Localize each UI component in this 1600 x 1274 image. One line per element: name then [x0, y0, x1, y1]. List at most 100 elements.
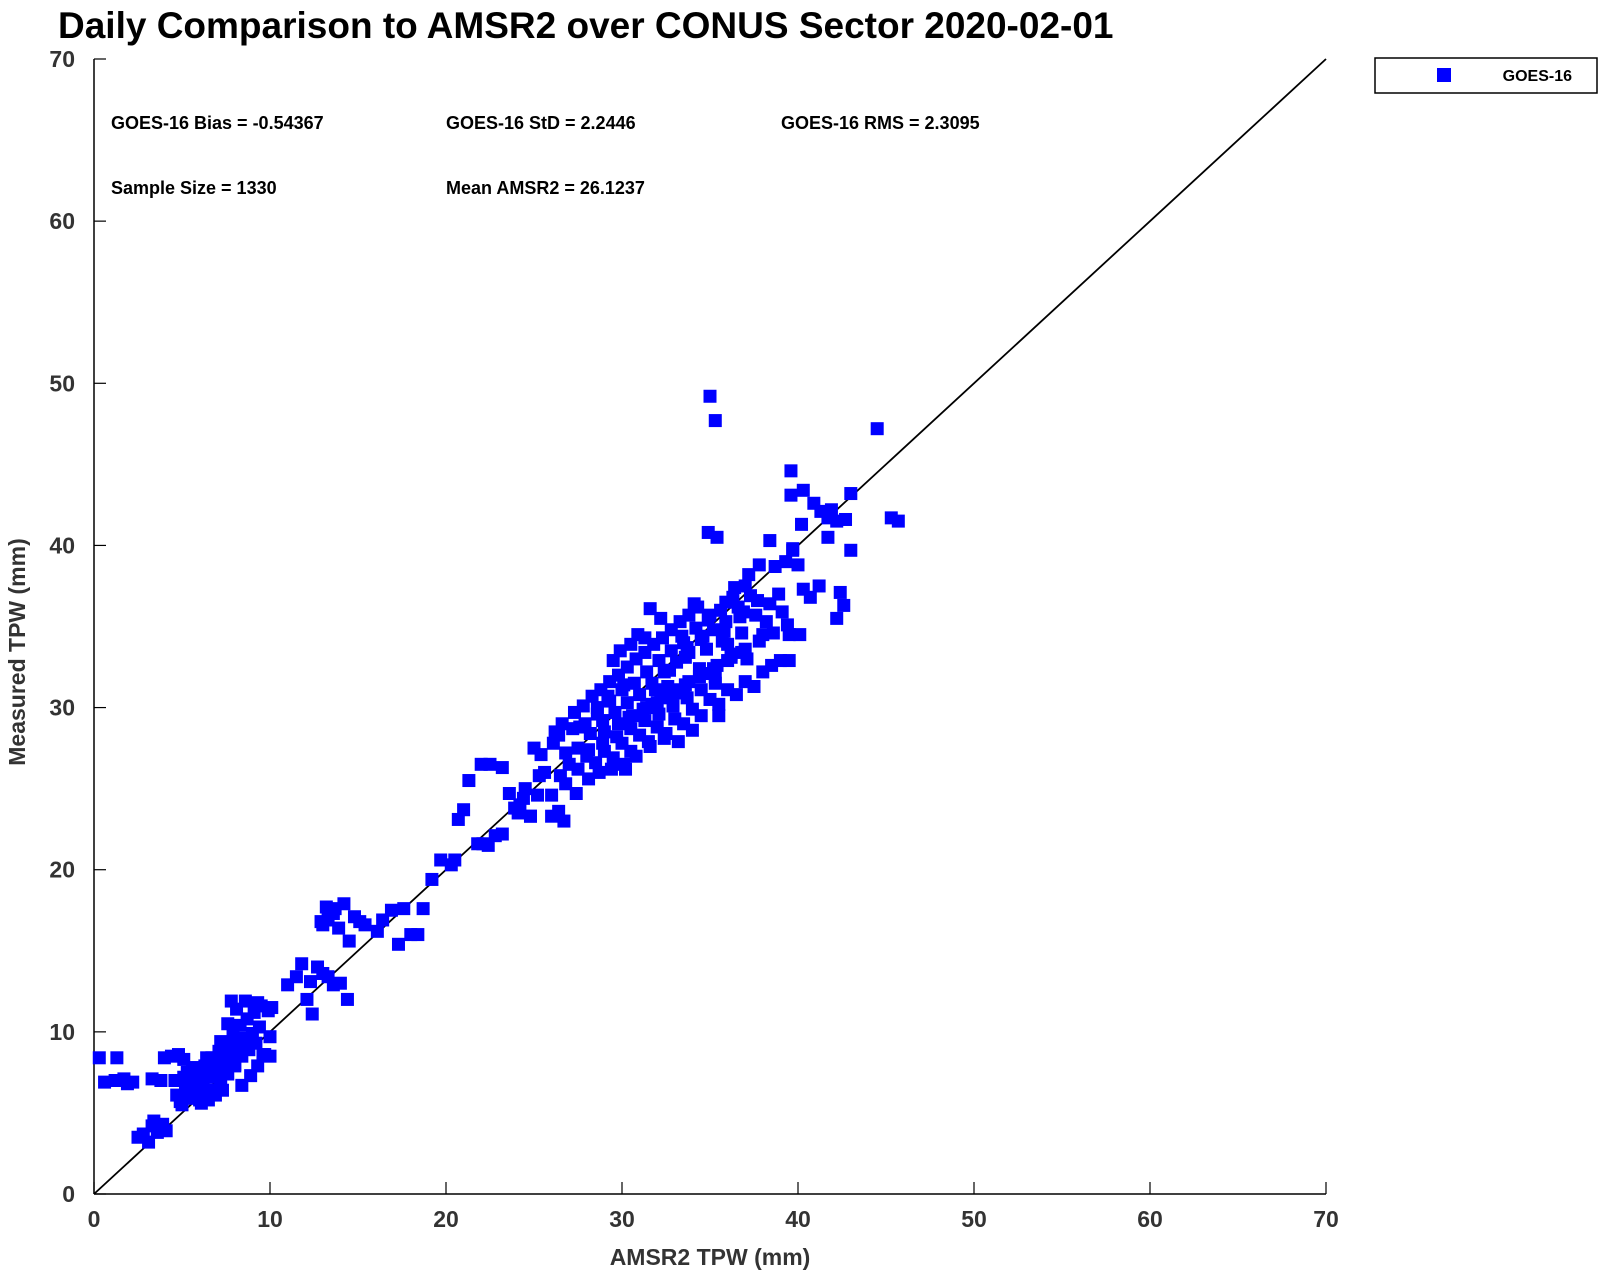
data-point — [784, 464, 798, 478]
data-point — [571, 762, 585, 776]
data-point — [756, 628, 770, 642]
x-tick-label: 20 — [433, 1206, 459, 1232]
data-point — [627, 676, 641, 690]
data-point — [728, 581, 742, 595]
data-point — [759, 615, 773, 629]
x-tick-label: 10 — [257, 1206, 283, 1232]
data-point — [766, 626, 780, 640]
data-point — [147, 1114, 161, 1128]
data-point — [300, 992, 314, 1006]
data-point — [736, 605, 750, 619]
data-point — [870, 422, 884, 436]
data-point — [749, 608, 763, 622]
data-point — [782, 654, 796, 668]
data-point — [652, 654, 666, 668]
y-tick-label: 0 — [62, 1181, 75, 1207]
data-point — [622, 710, 636, 724]
data-point — [531, 788, 545, 802]
data-point — [215, 1083, 229, 1097]
data-point — [742, 568, 756, 582]
data-point — [224, 994, 238, 1008]
data-point — [708, 676, 722, 690]
data-point — [608, 705, 622, 719]
data-point — [844, 487, 858, 501]
y-axis-label: Measured TPW (mm) — [4, 538, 30, 765]
data-point — [710, 530, 724, 544]
stat-mean-amsr2: Mean AMSR2 = 26.1237 — [446, 178, 645, 198]
data-point — [583, 727, 597, 741]
data-point — [596, 736, 610, 750]
data-point — [606, 654, 620, 668]
data-point — [168, 1074, 182, 1087]
y-tick-label: 20 — [49, 857, 75, 883]
data-point — [772, 587, 786, 601]
data-point — [228, 1057, 242, 1071]
data-point — [721, 654, 735, 668]
data-point — [252, 1020, 266, 1034]
data-point — [569, 787, 583, 801]
data-point — [120, 1077, 134, 1091]
data-point — [333, 976, 347, 990]
data-point — [837, 598, 851, 612]
data-point — [483, 757, 497, 771]
data-point — [717, 624, 731, 638]
data-point — [518, 782, 532, 796]
axes: 0 10 20 30 40 50 60 70 0 10 20 30 40 50 60 70 — [49, 46, 1338, 1232]
data-point — [638, 631, 652, 645]
data-point — [699, 642, 713, 656]
data-point — [796, 483, 810, 497]
data-point — [416, 902, 430, 916]
data-point — [643, 602, 657, 616]
data-point — [573, 720, 587, 734]
data-point — [675, 629, 689, 643]
data-point — [391, 937, 405, 951]
data-point — [532, 769, 546, 783]
data-point — [775, 605, 789, 619]
y-tick-label: 40 — [49, 532, 75, 558]
data-point — [495, 827, 509, 841]
data-point — [289, 970, 303, 984]
data-point — [735, 626, 749, 640]
data-point — [159, 1124, 173, 1138]
data-point — [523, 809, 537, 823]
data-point — [303, 975, 317, 989]
data-point — [707, 623, 721, 637]
y-tick-label: 50 — [49, 370, 75, 396]
y-tick-label: 30 — [49, 695, 75, 721]
data-point — [434, 853, 448, 867]
data-point — [640, 665, 654, 679]
data-point — [251, 996, 265, 1010]
legend-marker-icon — [1437, 68, 1451, 82]
data-point — [328, 902, 342, 916]
data-point — [692, 670, 706, 684]
data-point — [590, 707, 604, 721]
data-point — [425, 872, 439, 886]
data-point — [258, 1048, 272, 1062]
data-point — [265, 1001, 279, 1015]
x-tick-label: 30 — [609, 1206, 635, 1232]
data-point — [657, 731, 671, 745]
data-point — [678, 650, 692, 664]
data-point — [624, 637, 638, 651]
data-point — [650, 696, 664, 710]
data-point — [557, 814, 571, 828]
data-point — [629, 749, 643, 763]
data-point — [238, 994, 252, 1008]
data-point — [411, 928, 425, 942]
stat-bias: GOES-16 Bias = -0.54367 — [111, 113, 324, 133]
data-point — [763, 534, 777, 548]
data-point — [648, 683, 662, 697]
data-point — [703, 389, 717, 403]
data-point — [305, 1007, 319, 1021]
data-point — [830, 611, 844, 625]
data-point — [678, 678, 692, 692]
data-point — [712, 697, 726, 711]
data-point — [752, 558, 766, 572]
legend-box — [1374, 57, 1598, 94]
data-point — [617, 757, 631, 771]
x-tick-label: 40 — [785, 1206, 811, 1232]
data-points-layer — [92, 389, 905, 1149]
data-point — [696, 629, 710, 643]
data-point — [663, 663, 677, 677]
